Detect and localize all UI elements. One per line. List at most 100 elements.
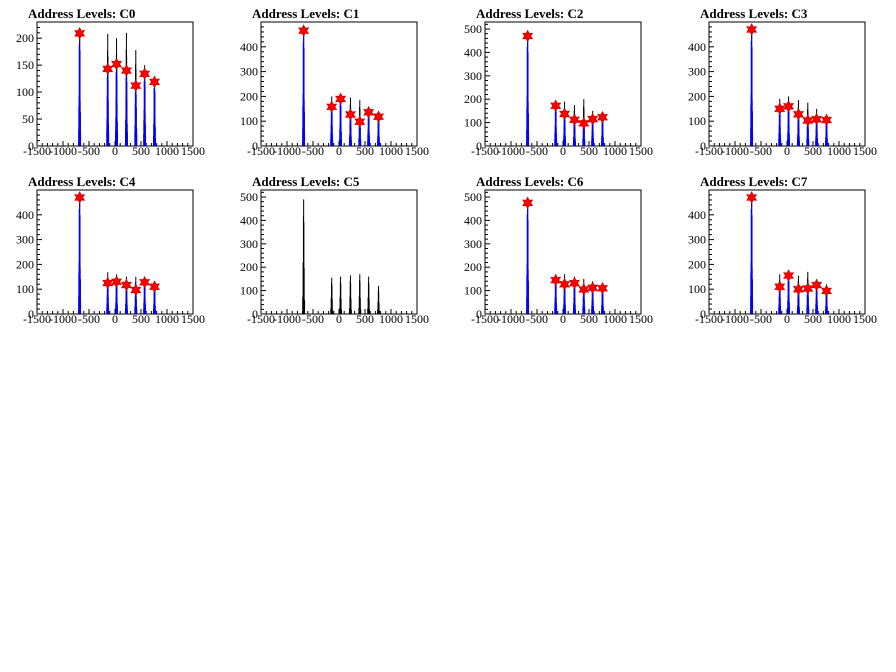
x-tick-label: -1500 [695, 144, 723, 158]
x-tick-label: -500 [302, 144, 324, 158]
peak-marker [587, 112, 599, 126]
y-tick-label: 0 [476, 139, 482, 153]
x-tick-label: 1000 [827, 312, 851, 326]
peak-marker [354, 115, 366, 129]
peak-marker [102, 276, 114, 290]
x-tick-label: -1500 [471, 144, 499, 158]
y-tick-label: 300 [464, 69, 482, 83]
y-tick-label: 200 [688, 89, 706, 103]
x-tick-label: 1500 [853, 144, 877, 158]
peak-marker [559, 277, 571, 291]
y-tick-label: 0 [476, 307, 482, 321]
chart-title: Address Levels: C2 [476, 6, 583, 21]
peak-marker [783, 99, 795, 113]
x-tick-label: 1000 [379, 144, 403, 158]
y-tick-label: 500 [464, 190, 482, 204]
peak-marker [550, 99, 562, 113]
peak-marker [111, 57, 123, 71]
peak-marker [802, 114, 814, 127]
chart-panel-2: Address Levels: C20100200300400500-1500-… [464, 6, 653, 158]
y-tick-label: 0 [252, 307, 258, 321]
y-tick-label: 400 [688, 208, 706, 222]
x-tick-label: -1000 [497, 144, 525, 158]
peak-marker [746, 191, 758, 204]
x-tick-label: -1000 [273, 144, 301, 158]
x-tick-label: 0 [336, 144, 342, 158]
y-tick-label: 0 [252, 139, 258, 153]
x-tick-label: -1500 [23, 312, 51, 326]
x-tick-label: -1000 [49, 144, 77, 158]
peak-marker [130, 79, 142, 92]
peak-marker [587, 281, 599, 295]
peak-marker [373, 110, 385, 124]
x-tick-label: -1500 [471, 312, 499, 326]
y-tick-label: 400 [16, 208, 34, 222]
x-tick-label: 500 [804, 144, 822, 158]
peak-marker [74, 191, 86, 204]
chart-panel-6: Address Levels: C60100200300400500-1500-… [464, 174, 653, 326]
x-tick-label: 1500 [405, 144, 429, 158]
peak-marker [298, 24, 310, 38]
x-tick-label: 1000 [379, 312, 403, 326]
y-tick-label: 300 [464, 237, 482, 251]
x-tick-label: 500 [356, 312, 374, 326]
x-tick-label: -500 [526, 144, 548, 158]
y-tick-label: 100 [240, 114, 258, 128]
y-tick-label: 300 [240, 65, 258, 79]
peak-marker [335, 92, 347, 106]
x-tick-label: 0 [336, 312, 342, 326]
x-tick-label: -1000 [497, 312, 525, 326]
x-tick-label: 1000 [603, 144, 627, 158]
y-tick-label: 0 [700, 139, 706, 153]
x-tick-label: 500 [804, 312, 822, 326]
plot-frame [36, 21, 194, 147]
peak-marker [363, 105, 375, 119]
peak-marker [578, 283, 590, 296]
y-tick-label: 50 [22, 112, 34, 126]
x-tick-label: -1000 [721, 144, 749, 158]
chart-panel-0: Address Levels: C0 0 50 100 150 200 -1500-1000… [16, 6, 205, 158]
chart-title: Address Levels: C1 [252, 6, 359, 21]
y-tick-label: 500 [240, 190, 258, 204]
peak-marker [139, 275, 151, 289]
peak-marker [568, 276, 580, 290]
x-tick-label: -500 [302, 312, 324, 326]
plot-frame [484, 21, 642, 147]
chart-panel-7: Address Levels: C7 0 100 200 300 400 -1500-100… [688, 174, 877, 326]
x-tick-label: -1500 [247, 144, 275, 158]
x-tick-label: 1000 [155, 144, 179, 158]
peak-marker [149, 75, 161, 89]
plot-frame [484, 189, 642, 315]
x-tick-label: 0 [784, 312, 790, 326]
y-tick-label: 100 [688, 282, 706, 296]
peak-marker [597, 110, 609, 124]
peak-marker [111, 275, 123, 289]
peak-marker [792, 107, 804, 121]
peak-marker [821, 113, 833, 127]
y-tick-label: 200 [16, 257, 34, 271]
x-tick-label: 1000 [155, 312, 179, 326]
x-tick-label: 1500 [629, 312, 653, 326]
x-tick-label: 0 [112, 144, 118, 158]
y-tick-label: 100 [688, 114, 706, 128]
peak-marker [774, 280, 786, 294]
y-tick-label: 100 [16, 282, 34, 296]
x-tick-label: 1000 [827, 144, 851, 158]
plot-frame [36, 189, 194, 315]
chart-panel-5: Address Levels: C50100200300400500-1500-… [240, 174, 429, 326]
x-tick-label: 1500 [181, 312, 205, 326]
x-tick-label: -1500 [247, 312, 275, 326]
x-tick-label: 1500 [853, 312, 877, 326]
x-tick-label: -500 [78, 144, 100, 158]
x-tick-label: 0 [112, 312, 118, 326]
y-tick-label: 400 [688, 40, 706, 54]
peak-marker [559, 107, 571, 121]
y-tick-label: 100 [240, 284, 258, 298]
y-tick-label: 200 [464, 260, 482, 274]
x-tick-label: 500 [580, 312, 598, 326]
y-tick-label: 200 [240, 89, 258, 103]
y-tick-label: 300 [688, 233, 706, 247]
x-tick-label: 500 [132, 144, 150, 158]
x-tick-label: -500 [78, 312, 100, 326]
